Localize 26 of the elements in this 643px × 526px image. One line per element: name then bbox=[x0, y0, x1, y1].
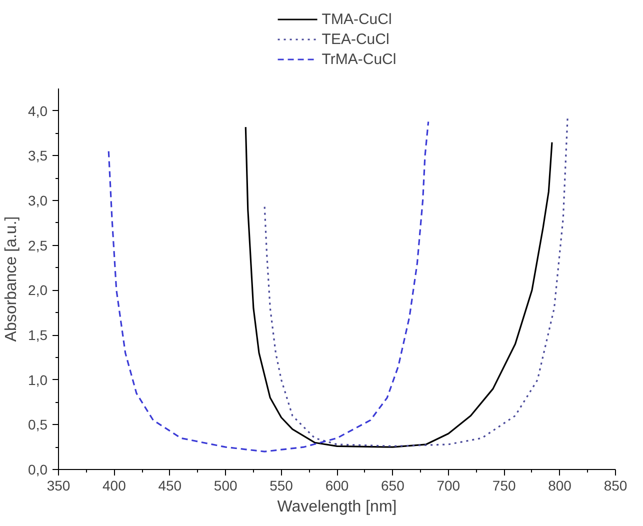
y-tick-label: 1,5 bbox=[28, 327, 48, 344]
legend-label: TrMA-CuCl bbox=[322, 50, 396, 68]
y-tick-label: 0,5 bbox=[28, 416, 48, 433]
y-tick-label: 2,0 bbox=[28, 282, 48, 298]
x-axis-title: Wavelength [nm] bbox=[277, 498, 397, 516]
y-axis-title: Absorbance [a.u.] bbox=[3, 216, 20, 342]
x-tick-label: 850 bbox=[604, 478, 628, 494]
x-tick-label: 600 bbox=[325, 478, 349, 494]
y-tick-label: 3,0 bbox=[28, 192, 48, 209]
line-series bbox=[108, 120, 430, 452]
x-tick-label: 550 bbox=[270, 478, 294, 494]
x-tick-label: 750 bbox=[492, 478, 516, 494]
x-tick-label: 400 bbox=[102, 478, 126, 494]
x-tick-label: 500 bbox=[214, 478, 238, 494]
x-tick-label: 800 bbox=[548, 478, 572, 494]
y-tick-label: 3,5 bbox=[28, 148, 48, 164]
y-tick-label: 2,5 bbox=[28, 237, 48, 254]
legend-label: TEA-CuCl bbox=[322, 30, 390, 48]
x-tick-label: 700 bbox=[436, 478, 460, 494]
x-tick-label: 450 bbox=[158, 478, 182, 494]
y-tick-label: 0,0 bbox=[28, 462, 48, 478]
x-tick-label: 650 bbox=[381, 478, 405, 494]
y-tick-label: 1,0 bbox=[28, 372, 48, 388]
y-tick-label: 4,0 bbox=[28, 102, 48, 119]
legend-label: TMA-CuCl bbox=[322, 10, 392, 28]
x-tick-label: 350 bbox=[46, 478, 70, 494]
